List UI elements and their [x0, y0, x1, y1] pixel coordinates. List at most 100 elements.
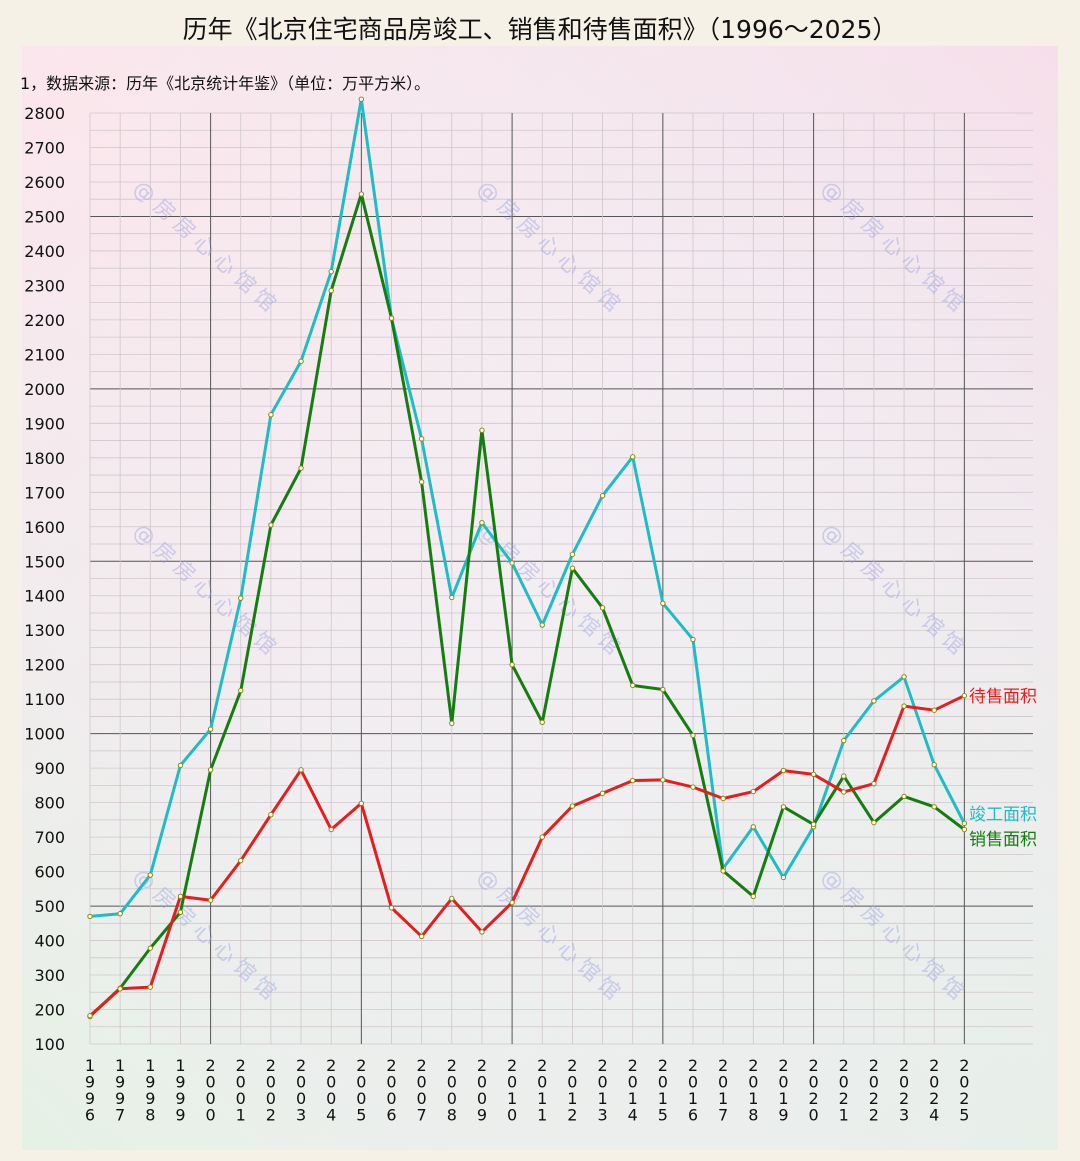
y-tick-label: 1200	[24, 656, 65, 675]
data-point	[871, 780, 877, 787]
data-point	[810, 821, 817, 828]
data-point	[871, 819, 877, 826]
data-point	[177, 893, 184, 900]
data-point	[841, 789, 847, 795]
y-tick-label: 300	[34, 966, 65, 985]
data-point	[268, 412, 274, 418]
data-point	[418, 436, 425, 442]
y-tick-label: 1100	[24, 690, 65, 709]
data-point	[87, 913, 93, 920]
data-point	[599, 790, 606, 797]
data-point	[539, 834, 545, 840]
data-point	[660, 600, 666, 607]
data-point	[931, 762, 937, 768]
y-tick-label: 1300	[24, 621, 65, 640]
data-point	[479, 519, 485, 526]
data-point	[147, 945, 154, 951]
data-point	[660, 777, 666, 783]
data-point	[780, 767, 787, 774]
data-point	[630, 777, 636, 784]
series-label-0: 竣工面积	[969, 805, 1037, 825]
data-point	[780, 874, 787, 881]
chart-subtitle: 1，数据来源：历年《北京统计年鉴》（单位：万平方米）。	[20, 74, 431, 93]
series-line-1	[88, 192, 966, 1018]
data-point	[147, 984, 154, 990]
data-point	[931, 707, 937, 713]
data-point	[358, 96, 365, 102]
series-label-2: 待售面积	[969, 687, 1037, 707]
data-point	[961, 820, 968, 827]
data-point	[599, 493, 606, 499]
y-tick-label: 100	[34, 1035, 65, 1054]
series-line-0	[89, 97, 966, 918]
data-point	[509, 560, 515, 566]
data-point	[147, 872, 154, 878]
y-tick-label: 1700	[24, 483, 65, 502]
data-point	[901, 703, 907, 709]
plot-background-tint	[22, 46, 1058, 1150]
series-lines	[87, 96, 968, 1020]
data-point	[177, 909, 184, 915]
y-tick-label: 400	[34, 932, 65, 951]
data-point	[117, 910, 123, 917]
data-point	[569, 551, 576, 558]
data-point	[418, 933, 425, 940]
data-point	[388, 905, 395, 911]
y-tick-label: 1600	[24, 518, 65, 537]
y-axis: 100 200 300 400 500 600 700 800 900 1000 1100 1200 1…	[24, 104, 65, 1054]
y-tick-label: 1800	[24, 449, 65, 468]
data-point	[690, 732, 696, 739]
y-tick-label: 2700	[24, 138, 65, 157]
data-point	[207, 726, 214, 732]
data-point	[750, 824, 756, 830]
data-point	[931, 804, 937, 810]
data-point	[841, 773, 847, 779]
data-point	[841, 737, 847, 744]
data-point	[660, 686, 666, 693]
y-tick-label: 700	[34, 828, 65, 847]
data-point	[238, 857, 244, 864]
series-line-2	[89, 694, 965, 1017]
data-point	[177, 762, 184, 769]
data-point	[298, 465, 304, 471]
data-point	[358, 191, 365, 197]
data-point	[449, 895, 455, 902]
data-point	[238, 687, 244, 694]
data-point	[479, 427, 485, 433]
data-point	[871, 698, 877, 704]
data-point	[298, 358, 304, 364]
y-tick-label: 2000	[24, 380, 65, 399]
data-point	[449, 720, 455, 727]
data-point	[961, 693, 968, 699]
data-point	[268, 811, 274, 818]
data-point	[690, 636, 696, 643]
data-point	[298, 767, 304, 773]
data-point	[750, 788, 756, 795]
y-tick-label: 2800	[24, 104, 65, 123]
y-tick-label: 500	[34, 897, 65, 916]
data-point	[238, 595, 244, 601]
data-point	[207, 897, 214, 903]
